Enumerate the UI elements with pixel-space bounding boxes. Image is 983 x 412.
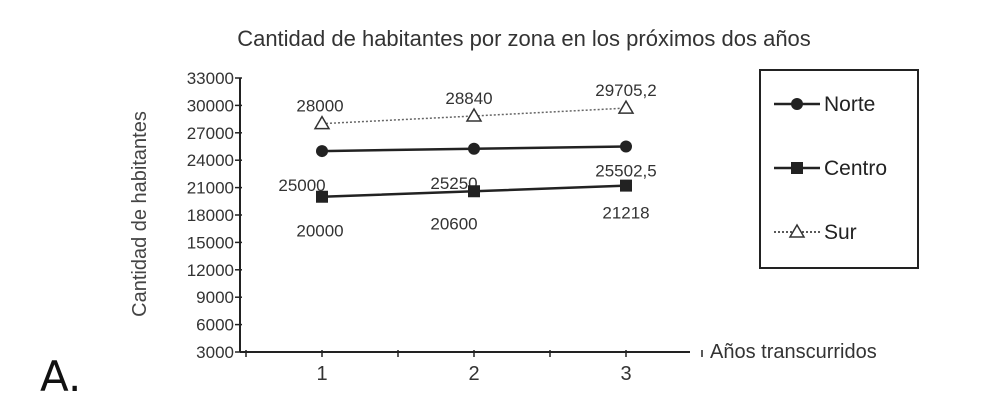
x-tick-label: 1 [316,363,327,385]
data-label: 20600 [430,214,477,233]
data-label: 28000 [296,97,343,116]
data-point [620,179,632,192]
x-axis-label: Años transcurridos [710,341,877,363]
series-centro: 20000 20600 21218 [296,179,650,241]
y-axis-label: Cantidad de habitantes [129,111,151,317]
data-label: 29705,2 [595,81,656,100]
legend-marker [791,162,803,174]
option-letter: A. [40,352,82,401]
legend-label: Norte [824,93,875,116]
y-tick-label: 15000 [187,233,234,252]
axes: 3000 6000 9000 12000 15000 18000 21000 24000 270… [187,69,703,385]
y-tick-label: 27000 [187,124,234,143]
data-point [468,185,480,198]
data-label: 25000 [278,176,325,195]
data-label: 20000 [296,222,343,241]
x-tick-label: 2 [468,363,479,385]
data-point [316,190,328,203]
y-tick-label: 9000 [196,288,234,307]
series-sur: 28000 28840 29705,2 [296,81,657,130]
legend-label: Centro [824,157,887,180]
data-point [617,99,635,114]
y-tick-label: 33000 [187,69,234,88]
data-point [316,145,328,158]
data-label: 25502,5 [595,161,656,180]
legend: Norte Centro Sur [759,69,919,269]
chart-title: Cantidad de habitantes por zona en los p… [237,26,811,51]
data-label: 21218 [602,204,649,223]
series-norte: 25000 25250 25502,5 [278,140,657,195]
y-tick-label: 30000 [187,96,234,115]
y-tick-label: 3000 [196,343,234,362]
legend-label: Sur [824,221,857,244]
series-layer: 25000 25250 25502,5 20000 20600 21218 28000 288… [278,81,656,241]
data-label: 25250 [430,174,477,193]
legend-marker [788,223,806,238]
data-point [313,115,331,130]
y-tick-label: 21000 [187,179,234,198]
data-point [620,140,632,153]
y-tick-label: 24000 [187,151,234,170]
y-tick-label: 12000 [187,261,234,280]
data-point [468,142,480,155]
legend-marker [791,98,803,110]
data-point [465,107,483,122]
x-tick-label: 3 [620,363,631,385]
y-tick-label: 6000 [196,316,234,335]
y-tick-label: 18000 [187,206,234,225]
data-label: 28840 [445,89,492,108]
